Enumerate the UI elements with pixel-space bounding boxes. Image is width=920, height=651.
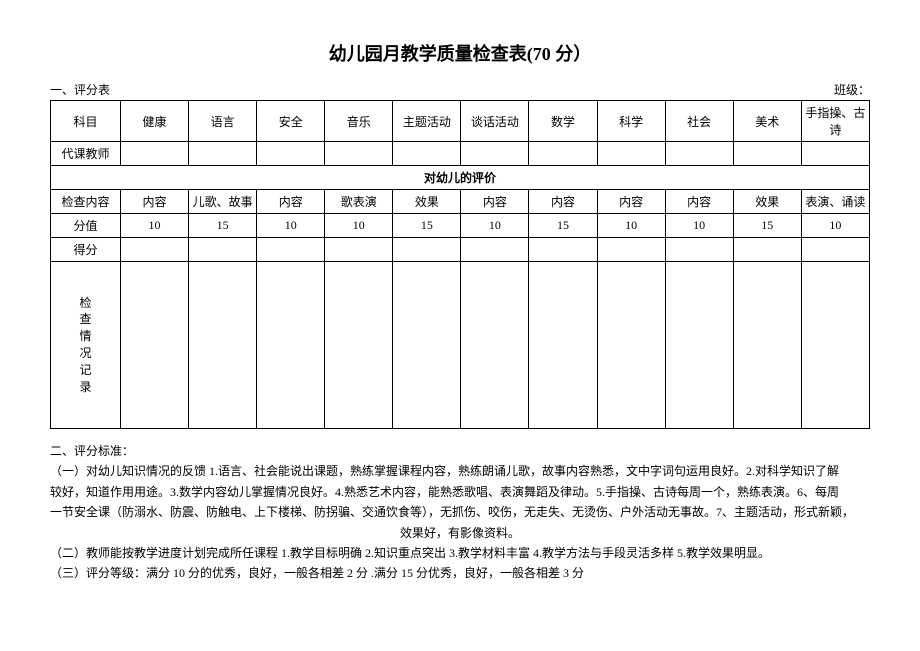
hdr-teacher: 代课教师 bbox=[51, 142, 121, 166]
section-header-row: 一、评分表 班级： bbox=[50, 81, 870, 98]
val-2: 10 bbox=[257, 214, 325, 238]
chk-1: 儿歌、故事 bbox=[189, 190, 257, 214]
chk-0: 内容 bbox=[121, 190, 189, 214]
hdr-check-content: 检查内容 bbox=[51, 190, 121, 214]
crit-line-0: （一）对幼儿知识情况的反馈 1.语言、社会能说出课题，熟练掌握课程内容，熟练朗诵… bbox=[50, 461, 870, 481]
subj-5: 谈话活动 bbox=[461, 101, 529, 142]
subj-9: 美术 bbox=[733, 101, 801, 142]
subj-7: 科学 bbox=[597, 101, 665, 142]
subj-8: 社会 bbox=[665, 101, 733, 142]
hdr-value: 分值 bbox=[51, 214, 121, 238]
chk-5: 内容 bbox=[461, 190, 529, 214]
chk-8: 内容 bbox=[665, 190, 733, 214]
section1-label: 一、评分表 bbox=[50, 81, 110, 98]
subj-1: 语言 bbox=[189, 101, 257, 142]
score-table: 科目 健康 语言 安全 音乐 主题活动 谈话活动 数学 科学 社会 美术 手指操… bbox=[50, 100, 870, 429]
chk-7: 内容 bbox=[597, 190, 665, 214]
row-check-content: 检查内容 内容 儿歌、故事 内容 歌表演 效果 内容 内容 内容 内容 效果 表… bbox=[51, 190, 870, 214]
hdr-subject: 科目 bbox=[51, 101, 121, 142]
page-title: 幼儿园月教学质量检查表(70 分） bbox=[50, 40, 870, 66]
chk-9: 效果 bbox=[733, 190, 801, 214]
val-0: 10 bbox=[121, 214, 189, 238]
val-9: 15 bbox=[733, 214, 801, 238]
hdr-score-got: 得分 bbox=[51, 238, 121, 262]
val-8: 10 bbox=[665, 214, 733, 238]
val-6: 15 bbox=[529, 214, 597, 238]
val-5: 10 bbox=[461, 214, 529, 238]
subj-4: 主题活动 bbox=[393, 101, 461, 142]
subj-10: 手指操、古诗 bbox=[801, 101, 869, 142]
section2-label: 二、评分标准： bbox=[50, 441, 870, 461]
val-1: 15 bbox=[189, 214, 257, 238]
subj-0: 健康 bbox=[121, 101, 189, 142]
row-record: 检 查 情 况 记 录 bbox=[51, 262, 870, 429]
crit-line-1: 较好，知道作用用途。3.数学内容幼儿掌握情况良好。4.熟悉艺术内容，能熟悉歌唱、… bbox=[50, 482, 870, 502]
val-4: 15 bbox=[393, 214, 461, 238]
crit-line-3: 效果好，有影像资料。 bbox=[50, 523, 870, 543]
chk-10: 表演、诵读 bbox=[801, 190, 869, 214]
row-subjects: 科目 健康 语言 安全 音乐 主题活动 谈话活动 数学 科学 社会 美术 手指操… bbox=[51, 101, 870, 142]
hdr-record: 检 查 情 况 记 录 bbox=[51, 262, 121, 429]
val-3: 10 bbox=[325, 214, 393, 238]
val-7: 10 bbox=[597, 214, 665, 238]
class-label: 班级： bbox=[834, 81, 870, 98]
chk-4: 效果 bbox=[393, 190, 461, 214]
crit-line-5: （三）评分等级：满分 10 分的优秀，良好，一般各相差 2 分 .满分 15 分… bbox=[50, 563, 870, 583]
row-eval-header: 对幼儿的评价 bbox=[51, 166, 870, 190]
crit-line-4: （二）教师能按教学进度计划完成所任课程 1.教学目标明确 2.知识重点突出 3.… bbox=[50, 543, 870, 563]
subj-3: 音乐 bbox=[325, 101, 393, 142]
criteria-block: 二、评分标准： （一）对幼儿知识情况的反馈 1.语言、社会能说出课题，熟练掌握课… bbox=[50, 441, 870, 584]
chk-3: 歌表演 bbox=[325, 190, 393, 214]
row-teacher: 代课教师 bbox=[51, 142, 870, 166]
crit-line-2: 一节安全课（防溺水、防震、防触电、上下楼梯、防拐骗、交通饮食等），无抓伤、咬伤，… bbox=[50, 502, 870, 522]
row-values: 分值 10 15 10 10 15 10 15 10 10 15 10 bbox=[51, 214, 870, 238]
chk-6: 内容 bbox=[529, 190, 597, 214]
row-score-got: 得分 bbox=[51, 238, 870, 262]
chk-2: 内容 bbox=[257, 190, 325, 214]
subj-6: 数学 bbox=[529, 101, 597, 142]
val-10: 10 bbox=[801, 214, 869, 238]
eval-header: 对幼儿的评价 bbox=[51, 166, 870, 190]
subj-2: 安全 bbox=[257, 101, 325, 142]
